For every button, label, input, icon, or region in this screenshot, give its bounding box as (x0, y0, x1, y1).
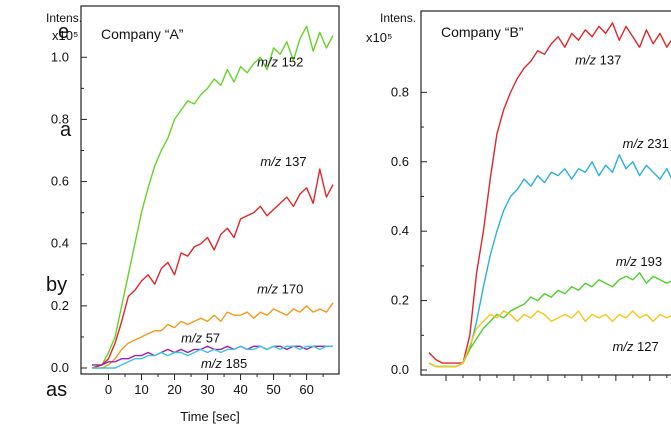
chart-a-ylabel-exponent: x10⁵ (52, 28, 78, 43)
chart-a-ytick-label: 0.2 (51, 298, 69, 313)
chart-a-xtick-label: 10 (134, 382, 148, 397)
chart-b-series-label-mz137: m/z 137 (575, 53, 621, 68)
chart-a-xtick-label: 20 (167, 382, 181, 397)
background-fragment-4: as (46, 379, 67, 401)
chart-a-xtick-label: 30 (200, 382, 214, 397)
chart-a-xtick-label: 40 (233, 382, 247, 397)
chart-a-series-mz152 (91, 25, 334, 369)
chart-a-ytick-label: 0.6 (51, 174, 69, 189)
chart-b-series-mz127 (428, 310, 671, 368)
chart-b-ylabel-intens: Intens. (380, 11, 416, 25)
chart-b-series-label-mz193: m/z 193 (616, 254, 662, 269)
chart-a-ytick-label: 1.0 (51, 49, 69, 64)
chart-a-series-label-mz152: m/z 152 (257, 55, 303, 70)
chart-a-series-label-mz57: m/z 57 (181, 331, 220, 346)
chart-b-frame (420, 10, 671, 376)
chart-a-ytick-label: 0.0 (51, 360, 69, 375)
chart-a-xtick-label: 50 (266, 382, 280, 397)
chart-b-ytick-label: 0.4 (391, 223, 409, 238)
chart-b-series-mz193 (428, 272, 671, 368)
chart-b-ytick-label: 0.8 (391, 84, 409, 99)
chart-b-ylabel-exponent: x10⁵ (366, 30, 392, 45)
chart-a-series-mz170 (92, 302, 334, 369)
background-fragment-1: e (58, 21, 69, 43)
chart-a-frame (80, 5, 340, 375)
chart-a-series-label-mz185: m/z 185 (201, 356, 247, 371)
chart-a-series-label-mz170: m/z 170 (257, 281, 303, 296)
chart-a-title: Company “A” (101, 26, 184, 42)
background-fragment-2: a (60, 119, 72, 141)
chart-b-ytick-label: 0.6 (391, 154, 409, 169)
chart-a-series-mz185 (92, 345, 333, 369)
chart-company-a: Intens. x10⁵ Company “A” 0.0 0.2 0.4 0.6 0.8… (46, 5, 340, 424)
chart-b-ytick-label: 0.0 (391, 362, 409, 377)
chart-a-ytick-label: 0.4 (51, 236, 69, 251)
chart-b-series-mz137 (428, 22, 671, 364)
chart-b-ytick-label: 0.2 (391, 293, 409, 308)
chart-a-series-label-mz137: m/z 137 (260, 154, 306, 169)
chart-company-b: Intens. x10⁵ Company “B” 0.0 0.2 0.4 0.6 0.8… (366, 10, 671, 381)
chart-a-ylabel-intens: Intens. (46, 11, 82, 25)
chart-a-ytick-label: 0.8 (51, 111, 69, 126)
background-fragment-3: by (46, 274, 67, 296)
chart-b-series-label-mz231: m/z 231 (623, 136, 669, 151)
chart-b-title: Company “B” (441, 24, 524, 40)
chart-a-xtick-label: 60 (299, 382, 313, 397)
chart-a-xlabel: Time [sec] (180, 409, 239, 424)
chart-a-series-mz137 (91, 168, 334, 369)
chart-b-series-label-mz127: m/z 127 (612, 339, 658, 354)
chart-a-xtick-label: 0 (105, 382, 112, 397)
